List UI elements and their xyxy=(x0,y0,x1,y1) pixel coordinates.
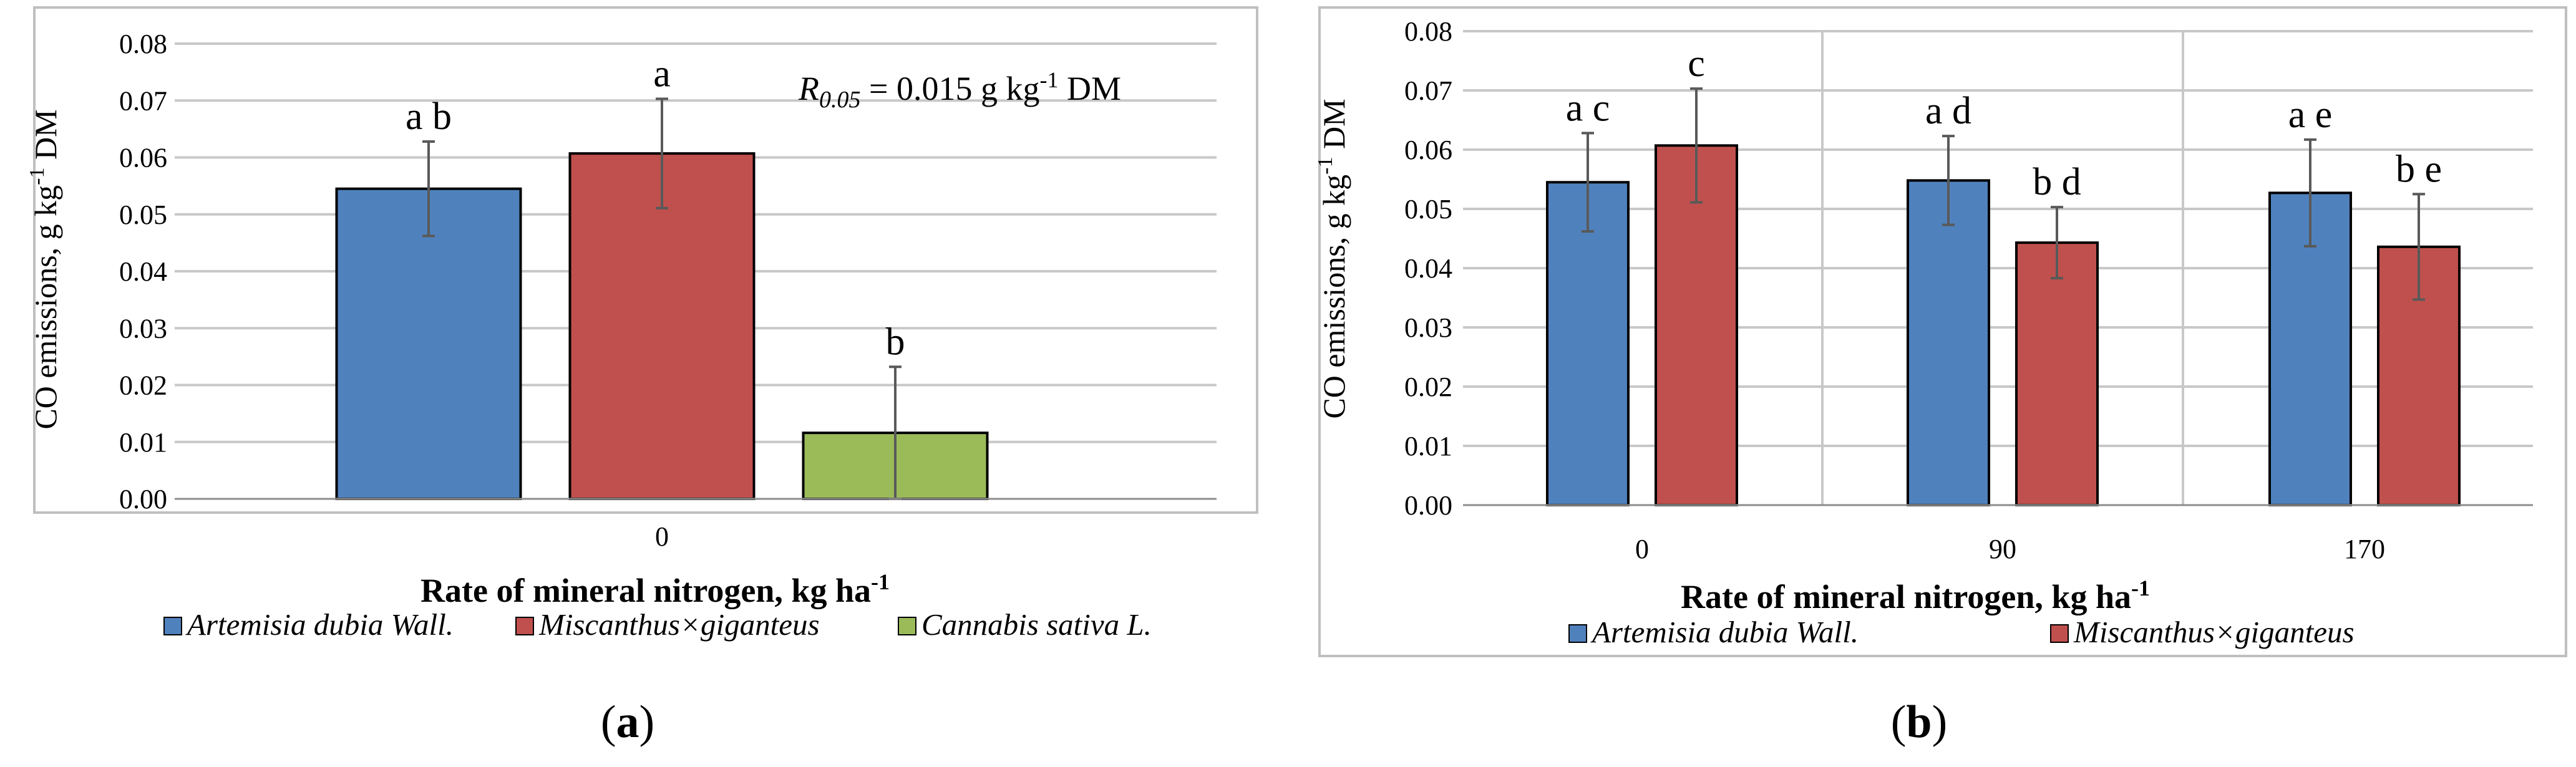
chart-b-x-axis-title: Rate of mineral nitrogen, kg ha-1 xyxy=(1681,576,2150,615)
chart-a: 0.00 0.01 0.02 0.03 0.04 0.05 0.06 0.07 0.08 0 a… xyxy=(26,6,1258,748)
chart-b: 0.00 0.01 0.02 0.03 0.04 0.05 0.06 0.07 0.08 0 90… xyxy=(1314,6,2567,748)
panel-b-label: (b) xyxy=(1891,697,1947,748)
bar xyxy=(1546,181,1630,506)
significance-letter: b e xyxy=(2396,148,2442,190)
legend-label-artemisia: Artemisia dubia Wall. xyxy=(1590,615,1859,649)
chart-b-error-bars xyxy=(1582,87,2425,301)
significance-letter: b d xyxy=(2033,161,2081,203)
y-tick-label: 0.00 xyxy=(1404,490,1452,521)
legend-swatch-miscanthus xyxy=(2050,624,2069,643)
chart-b-border xyxy=(1318,6,2567,657)
y-tick-label: 0.02 xyxy=(119,370,167,401)
chart-a-y-ticks: 0.00 0.01 0.02 0.03 0.04 0.05 0.06 0.07 0.08 xyxy=(119,29,167,514)
chart-a-border xyxy=(33,6,1258,514)
y-tick-label: 0.01 xyxy=(1404,431,1452,461)
significance-letter: a c xyxy=(1566,87,1610,129)
chart-b-x-ticks: 0 90 170 xyxy=(1635,534,2385,564)
chart-a-x-ticks: 0 xyxy=(655,521,669,552)
chart-a-bars xyxy=(335,152,989,501)
chart-b-y-axis-title: CO emissions, g kg-1 DM xyxy=(1314,99,1351,418)
significance-letter: a e xyxy=(2288,94,2333,136)
chart-a-y-axis-title: CO emissions, g kg-1 DM xyxy=(26,109,63,429)
legend-label-artemisia: Artemisia dubia Wall. xyxy=(185,607,454,642)
significance-letter: a b xyxy=(406,95,452,138)
chart-b-significance-letters: a c a d a e c b d b e xyxy=(1566,42,2442,203)
y-tick-label: 0.00 xyxy=(119,484,167,514)
y-tick-label: 0.06 xyxy=(1404,135,1452,165)
y-tick-label: 0.04 xyxy=(119,256,167,287)
significance-letter: a d xyxy=(1925,90,1971,132)
y-tick-label: 0.01 xyxy=(119,427,167,458)
y-tick-label: 0.08 xyxy=(119,29,167,59)
bar xyxy=(1907,179,1990,506)
x-tick-label: 90 xyxy=(1989,534,2016,564)
significance-letter: b xyxy=(886,321,905,363)
legend-swatch-artemisia xyxy=(1568,624,1587,643)
legend-label-miscanthus: Miscanthus×giganteus xyxy=(2073,615,2355,649)
y-tick-label: 0.06 xyxy=(119,143,167,173)
y-tick-label: 0.02 xyxy=(1404,372,1452,402)
chart-b-legend: Artemisia dubia Wall. Miscanthus×gigante… xyxy=(1568,615,2355,649)
legend-swatch-cannabis xyxy=(898,617,916,635)
chart-a-significance-letters: a b a b xyxy=(406,53,905,364)
chart-a-legend: Artemisia dubia Wall. Miscanthus×gigante… xyxy=(163,607,1152,642)
panel-a-label: (a) xyxy=(601,697,654,748)
y-tick-label: 0.03 xyxy=(119,313,167,344)
y-tick-label: 0.03 xyxy=(1404,312,1452,343)
x-tick-label: 0 xyxy=(1635,534,1649,564)
chart-a-x-axis-title: Rate of mineral nitrogen, kg ha-1 xyxy=(420,569,890,609)
y-tick-label: 0.08 xyxy=(1404,16,1452,47)
legend-label-cannabis: Cannabis sativa L. xyxy=(921,607,1152,642)
y-tick-label: 0.05 xyxy=(119,200,167,230)
y-tick-label: 0.05 xyxy=(1404,194,1452,224)
x-tick-label: 0 xyxy=(655,521,669,552)
x-tick-label: 170 xyxy=(2344,534,2385,564)
chart-b-bars xyxy=(1546,144,2461,507)
significance-letter: a xyxy=(653,53,671,95)
chart-b-gridlines xyxy=(1463,30,2533,505)
legend-swatch-artemisia xyxy=(163,617,182,635)
legend-swatch-miscanthus xyxy=(515,617,534,635)
bar xyxy=(1655,144,1738,507)
chart-b-y-ticks: 0.00 0.01 0.02 0.03 0.04 0.05 0.06 0.07 0.08 xyxy=(1404,16,1452,521)
y-tick-label: 0.07 xyxy=(119,85,167,116)
y-tick-label: 0.07 xyxy=(1404,75,1452,106)
legend-label-miscanthus: Miscanthus×giganteus xyxy=(538,607,820,642)
chart-a-lsd-annotation: R0.05 = 0.015 g kg-1 DM xyxy=(798,67,1121,113)
significance-letter: c xyxy=(1688,42,1705,85)
y-tick-label: 0.04 xyxy=(1404,253,1452,284)
bar xyxy=(2015,241,2099,506)
